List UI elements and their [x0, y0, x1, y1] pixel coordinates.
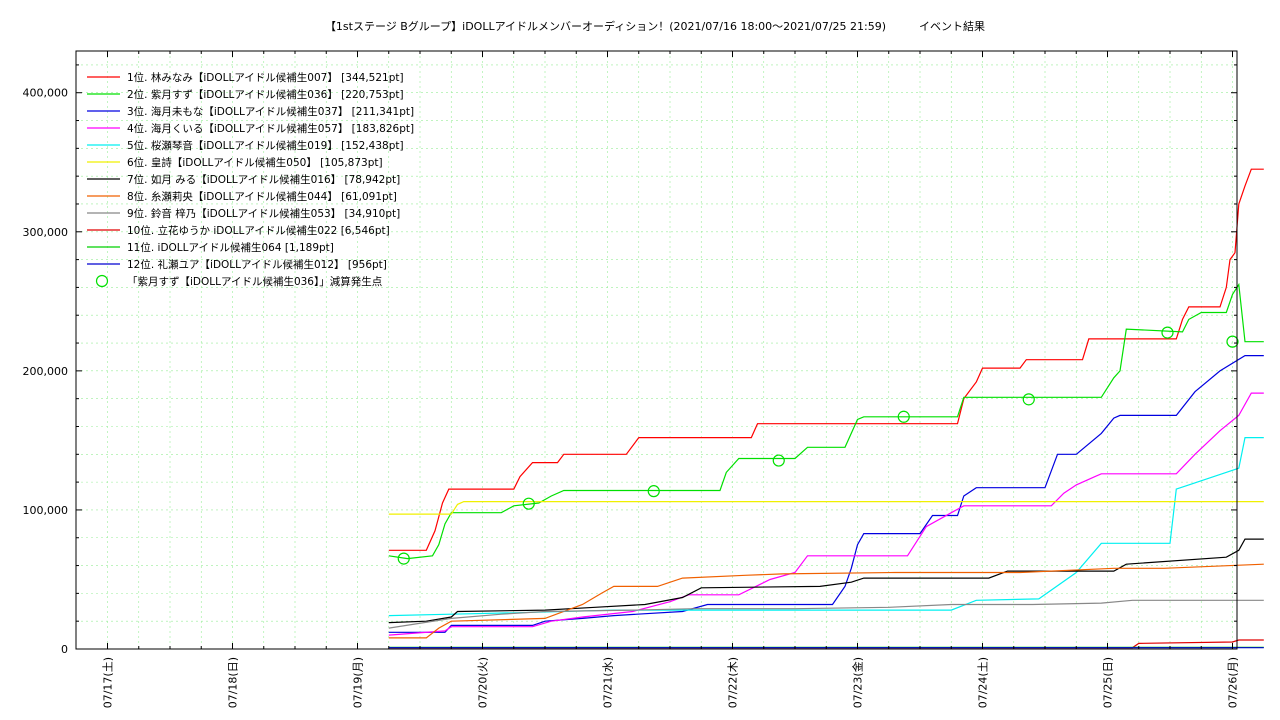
x-tick-label: 07/17(土)	[102, 657, 115, 708]
plot-frame	[75, 50, 1238, 650]
y-tick-label: 400,000	[23, 87, 69, 100]
x-tick-label: 07/20(火)	[477, 657, 490, 708]
legend-entry: 2位. 紫月すず【iDOLLアイドル候補生036】 [220,753pt]	[127, 88, 404, 101]
subtraction-marker	[1226, 335, 1239, 348]
legend: 1位. 林みなみ【iDOLLアイドル候補生007】 [344,521pt] 2位.…	[87, 71, 414, 288]
series-line-4	[388, 392, 1264, 636]
legend-entry: 3位. 海月未もな【iDOLLアイドル候補生037】 [211,341pt]	[127, 105, 414, 118]
subtraction-marker	[897, 410, 910, 423]
series-line-1	[388, 168, 1264, 551]
x-tick-label: 07/21(水)	[602, 657, 615, 708]
legend-entry: 6位. 皇詩【iDOLLアイドル候補生050】 [105,873pt]	[127, 156, 383, 169]
legend-entry: 7位. 如月 みる【iDOLLアイドル候補生016】 [78,942pt]	[127, 173, 400, 186]
y-tick-label: 200,000	[23, 365, 69, 378]
x-tick-label: 07/24(土)	[977, 657, 990, 708]
grid	[76, 51, 1237, 650]
subtraction-marker	[1022, 393, 1035, 406]
series-line-9	[388, 599, 1264, 629]
legend-marker-entry: 「紫月すず【iDOLLアイドル候補生036】」減算発生点	[127, 275, 382, 288]
y-tick-label: 100,000	[23, 504, 69, 517]
legend-entry: 1位. 林みなみ【iDOLLアイドル候補生007】 [344,521pt]	[127, 71, 404, 84]
y-tick-label: 300,000	[23, 226, 69, 239]
legend-entry: 4位. 海月くいる【iDOLLアイドル候補生057】 [183,826pt]	[127, 122, 414, 135]
legend-entry: 10位. 立花ゆうか iDOLLアイドル候補生022 [6,546pt]	[127, 224, 390, 237]
subtraction-marker	[772, 454, 785, 467]
x-tick-label: 07/26(月)	[1227, 657, 1240, 708]
series-line-2	[388, 282, 1264, 560]
subtraction-marker	[1161, 326, 1174, 339]
legend-entry: 12位. 礼瀬ユア【iDOLLアイドル候補生012】 [956pt]	[127, 258, 387, 271]
series-line-7	[388, 538, 1264, 624]
axes: 0 100,000 200,000 300,000 400,000 07/17(土) 07/…	[23, 51, 1240, 708]
x-tick-label: 07/22(木)	[727, 657, 740, 708]
subtraction-marker	[522, 497, 535, 510]
legend-marker-swatch	[95, 274, 109, 288]
subtraction-marker	[397, 552, 410, 565]
series-line-8	[388, 563, 1264, 639]
marker-group	[397, 326, 1239, 565]
x-tick-label: 07/18(日)	[227, 657, 240, 708]
subtraction-marker	[647, 485, 660, 498]
series-lines	[388, 168, 1264, 649]
series-line-6	[388, 501, 1264, 515]
y-tick-label: 0	[61, 643, 68, 656]
x-tick-label: 07/23(金)	[851, 657, 865, 708]
legend-entry: 5位. 桜瀬琴音【iDOLLアイドル候補生019】 [152,438pt]	[127, 139, 404, 152]
legend-entry: 9位. 鈴音 梓乃【iDOLLアイドル候補生053】 [34,910pt]	[127, 207, 400, 220]
x-tick-label: 07/19(月)	[352, 657, 365, 708]
legend-entry: 11位. iDOLLアイドル候補生064 [1,189pt]	[127, 241, 334, 254]
series-line-3	[388, 355, 1264, 633]
legend-entry: 8位. 糸瀬莉央【iDOLLアイドル候補生044】 [61,091pt]	[127, 190, 397, 203]
x-tick-label: 07/25(日)	[1102, 657, 1115, 708]
chart-title: 【1stステージ Bグループ】iDOLLアイドルメンバーオーディション！(202…	[325, 19, 985, 33]
